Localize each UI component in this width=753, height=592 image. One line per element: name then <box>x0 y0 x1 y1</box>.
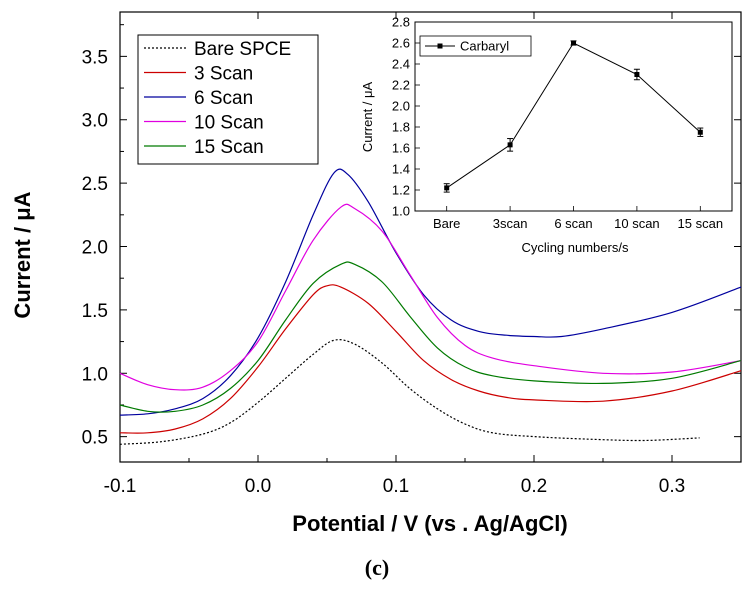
inset-y-tick-label: 2.6 <box>392 36 410 51</box>
inset-data-point <box>634 72 640 77</box>
inset-legend: Carbaryl <box>425 39 509 54</box>
series-line-3-scan <box>119 284 742 434</box>
main-y-tick-label: 2.0 <box>82 238 108 259</box>
inset-y-tick-label: 2.8 <box>392 15 410 30</box>
figure-caption: (c) <box>365 555 389 580</box>
main-series-lines <box>119 168 742 445</box>
main-y-tick-label: 1.0 <box>82 364 108 385</box>
inset-data-point <box>697 129 703 135</box>
inset-y-tick-label: 1.4 <box>392 162 410 177</box>
legend-label: 10 Scan <box>194 113 264 134</box>
legend-label: Bare SPCE <box>194 39 291 60</box>
inset-y-tick-labels: 1.0 1.2 1.4 1.6 1.8 2.0 2.2 2.4 2.6 2.8 <box>392 15 410 219</box>
main-y-tick-labels: 0.5 1.0 1.5 2.0 2.5 3.0 3.5 <box>82 47 108 448</box>
legend-label: 6 Scan <box>194 88 253 109</box>
main-x-tick-label: 0.2 <box>521 476 547 497</box>
main-x-tick-label: 0.0 <box>245 476 271 497</box>
main-x-tick-label: -0.1 <box>104 476 137 497</box>
main-legend: Bare SPCE 3 Scan 6 Scan 10 Scan 15 Scan <box>144 39 291 158</box>
series-line-15-scan <box>119 261 742 413</box>
main-y-tick-label: 0.5 <box>82 428 108 449</box>
series-line-6-scan <box>119 168 742 416</box>
inset-y-tick-label: 2.2 <box>392 78 410 93</box>
inset-y-tick-label: 1.2 <box>392 183 410 198</box>
inset-x-tick-labels: Bare 3scan 6 scan 10 scan 15 scan <box>433 216 723 231</box>
inset-data-point <box>507 142 513 148</box>
inset-y-tick-label: 2.4 <box>392 57 410 72</box>
main-y-tick-label: 3.5 <box>82 47 108 68</box>
inset-x-tick-label: 15 scan <box>678 216 724 231</box>
main-y-tick-label: 1.5 <box>82 301 108 322</box>
inset-legend-box <box>419 35 532 57</box>
main-ticks <box>119 12 741 462</box>
main-x-tick-labels: -0.1 0.0 0.1 0.2 0.3 <box>104 476 686 497</box>
inset-x-axis-label: Cycling numbers/s <box>522 240 629 255</box>
inset-x-tick-label: 10 scan <box>614 216 660 231</box>
inset-y-tick-label: 1.8 <box>392 120 410 135</box>
inset-legend-marker <box>437 43 443 49</box>
legend-label: 3 Scan <box>194 64 253 85</box>
inset-y-tick-label: 2.0 <box>392 99 410 114</box>
series-line-10-scan <box>119 203 742 391</box>
inset-data-point <box>444 185 450 191</box>
main-legend-box <box>137 34 319 165</box>
main-x-tick-label: 0.1 <box>383 476 409 497</box>
inset-ticks <box>415 21 701 212</box>
inset-legend-label: Carbaryl <box>460 39 509 54</box>
inset-y-tick-label: 1.0 <box>392 204 410 219</box>
legend-label: 15 Scan <box>194 137 264 158</box>
inset-x-tick-label: 6 scan <box>554 216 592 231</box>
main-x-tick-label: 0.3 <box>659 476 685 497</box>
main-y-tick-label: 3.0 <box>82 111 108 132</box>
inset-x-tick-label: Bare <box>433 216 460 231</box>
inset-y-tick-label: 1.6 <box>392 141 410 156</box>
inset-y-axis-label: Current / μA <box>360 82 375 153</box>
inset-x-tick-label: 3scan <box>493 216 528 231</box>
main-x-axis-label: Potential / V (vs . Ag/AgCl) <box>292 511 567 536</box>
main-y-axis-label: Current / μA <box>10 191 35 318</box>
main-y-tick-label: 2.5 <box>82 174 108 195</box>
inset-series <box>443 40 704 193</box>
inset-data-point <box>571 40 576 46</box>
